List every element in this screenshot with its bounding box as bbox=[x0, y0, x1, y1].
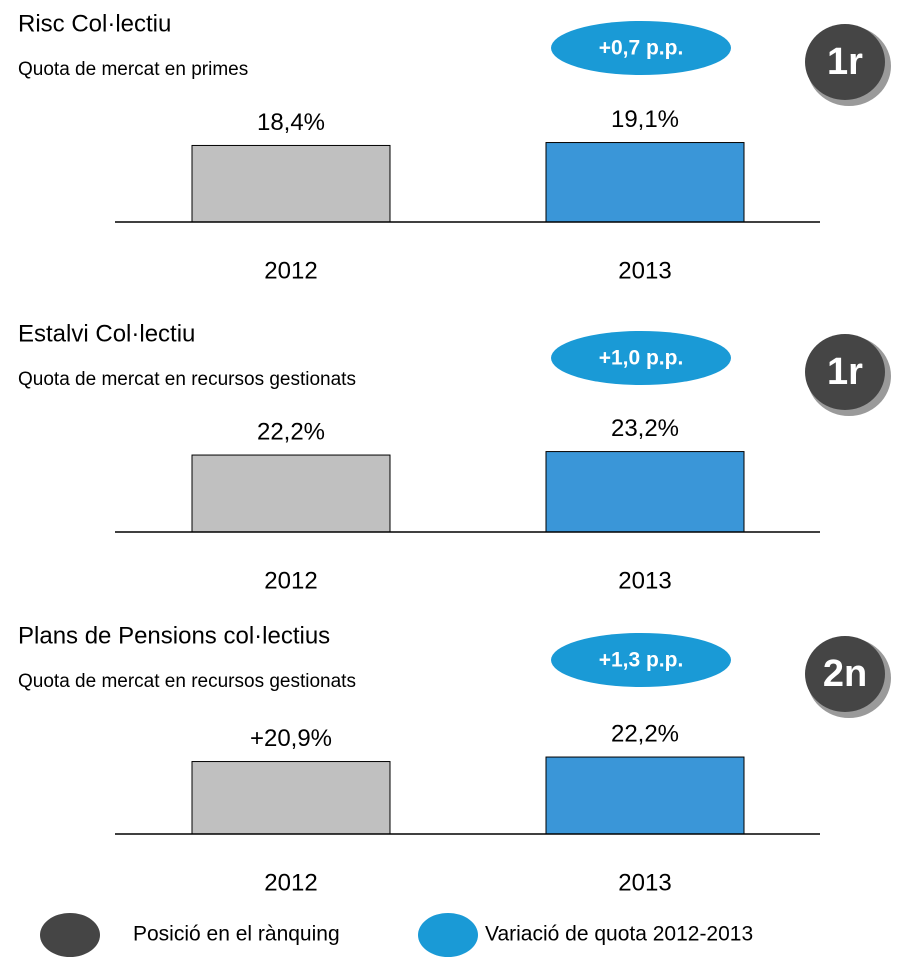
rank-badge bbox=[805, 24, 885, 100]
chart-subtitle: Quota de mercat en recursos gestionats bbox=[18, 369, 356, 390]
legend-label: Variació de quota 2012-2013 bbox=[485, 923, 753, 946]
variation-label: +1,3 p.p. bbox=[599, 649, 684, 672]
legend-swatch bbox=[40, 913, 100, 957]
legend-swatch bbox=[418, 913, 478, 957]
bar bbox=[545, 451, 745, 533]
value-label: 18,4% bbox=[257, 109, 325, 136]
x-tick-label: 2013 bbox=[618, 567, 671, 594]
chart-subtitle: Quota de mercat en primes bbox=[18, 59, 248, 80]
legend-label: Posició en el rànquing bbox=[133, 923, 340, 946]
variation-label: +1,0 p.p. bbox=[599, 347, 684, 370]
variation-badge bbox=[551, 331, 731, 385]
bar bbox=[545, 756, 745, 835]
x-tick-label: 2012 bbox=[264, 869, 317, 896]
chart-title: Risc Col·lectiu bbox=[18, 10, 171, 37]
x-tick-label: 2013 bbox=[618, 257, 671, 284]
value-label: +20,9% bbox=[250, 725, 332, 752]
variation-badge bbox=[551, 633, 731, 687]
chart-title: Estalvi Col·lectiu bbox=[18, 320, 195, 347]
value-label: 22,2% bbox=[611, 720, 679, 747]
variation-label: +0,7 p.p. bbox=[599, 37, 684, 60]
rank-badge bbox=[805, 636, 885, 712]
bar bbox=[191, 761, 391, 835]
value-label: 23,2% bbox=[611, 415, 679, 442]
rank-label: 1r bbox=[827, 41, 863, 83]
x-tick-label: 2012 bbox=[264, 257, 317, 284]
value-label: 22,2% bbox=[257, 418, 325, 445]
rank-label: 2n bbox=[823, 653, 867, 695]
x-tick-label: 2012 bbox=[264, 567, 317, 594]
chart-title: Plans de Pensions col·lectius bbox=[18, 622, 330, 649]
chart-subtitle: Quota de mercat en recursos gestionats bbox=[18, 671, 356, 692]
rank-label: 1r bbox=[827, 351, 863, 393]
variation-badge bbox=[551, 21, 731, 75]
bar bbox=[191, 144, 391, 223]
value-label: 19,1% bbox=[611, 106, 679, 133]
bar bbox=[545, 142, 745, 223]
x-tick-label: 2013 bbox=[618, 869, 671, 896]
rank-badge bbox=[805, 334, 885, 410]
bar bbox=[191, 454, 391, 533]
